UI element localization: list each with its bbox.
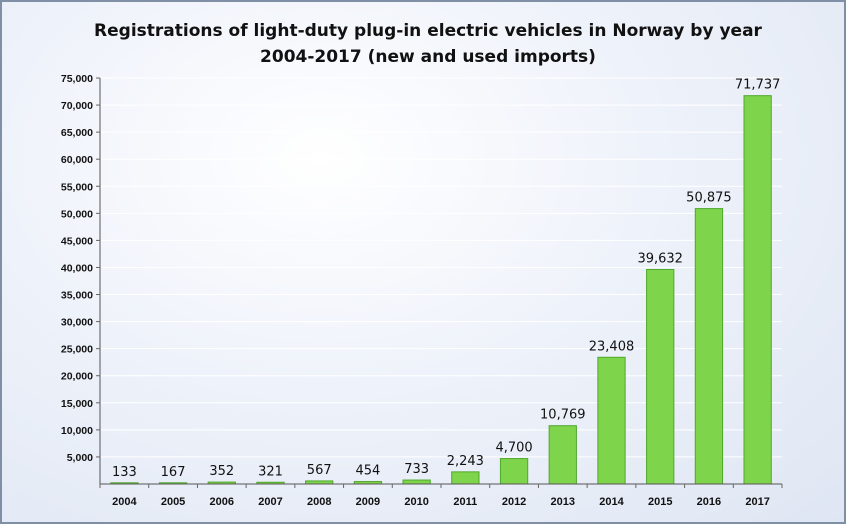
data-label-2007: 321 <box>258 464 283 479</box>
x-tick-label-2012: 2012 <box>502 496 526 508</box>
data-label-2016: 50,875 <box>686 191 732 206</box>
y-tick-label: 10,000 <box>61 425 93 437</box>
y-tick-label: 55,000 <box>61 181 93 193</box>
x-tick-label-2005: 2005 <box>161 496 185 508</box>
y-tick-label: 45,000 <box>61 235 93 247</box>
bars <box>110 95 772 485</box>
y-tick-label: 40,000 <box>61 262 93 274</box>
y-tick-label: 25,000 <box>61 344 93 356</box>
x-tick-label-2007: 2007 <box>258 496 282 508</box>
data-label-2004: 133 <box>112 465 137 480</box>
gridlines <box>100 77 782 458</box>
x-tick-label-2009: 2009 <box>356 496 380 508</box>
axes <box>96 77 783 488</box>
data-label-2012: 4,700 <box>495 441 532 456</box>
chart-title-line-2: 2004-2017 (new and used imports) <box>260 47 596 67</box>
data-label-2014: 23,408 <box>589 339 635 354</box>
y-tick-label: 35,000 <box>61 290 93 302</box>
x-tick-label-2015: 2015 <box>648 496 672 508</box>
bar-2016 <box>694 208 724 485</box>
x-tick-label-2017: 2017 <box>745 496 769 508</box>
y-tick-label: 75,000 <box>61 73 93 85</box>
x-tick-label-2016: 2016 <box>697 496 721 508</box>
data-label-2017: 71,737 <box>735 78 781 93</box>
data-label-2010: 733 <box>404 462 429 477</box>
y-tick-label: 20,000 <box>61 371 93 383</box>
y-tick-label: 30,000 <box>61 317 93 329</box>
data-label-2011: 2,243 <box>447 454 484 469</box>
x-tick-label-2013: 2013 <box>551 496 575 508</box>
bar-2010 <box>402 479 431 485</box>
y-tick-label: 5,000 <box>67 452 93 464</box>
x-tick-label-2004: 2004 <box>112 496 137 508</box>
data-label-2005: 167 <box>161 465 186 480</box>
data-label-2009: 454 <box>356 464 381 479</box>
bar-2015 <box>646 268 675 485</box>
bar-2012 <box>499 458 529 485</box>
y-tick-label: 50,000 <box>61 208 93 220</box>
y-tick-label: 60,000 <box>61 154 93 166</box>
x-tick-label-2008: 2008 <box>307 496 331 508</box>
x-tick-label-2014: 2014 <box>599 496 624 508</box>
x-tick-label-2010: 2010 <box>404 496 428 508</box>
labels: 5,000 10,000 15,000 20,000 25,000 30,000 35,00… <box>61 73 781 508</box>
data-label-2008: 567 <box>307 463 332 478</box>
chart-title-line-1: Registrations of light-duty plug-in elec… <box>94 21 763 41</box>
bar-2013 <box>548 425 577 485</box>
x-tick-label-2006: 2006 <box>210 496 234 508</box>
data-label-2015: 39,632 <box>637 251 683 266</box>
data-label-2006: 352 <box>209 464 234 479</box>
bar-2017 <box>743 95 772 485</box>
y-tick-label: 65,000 <box>61 127 93 139</box>
bar-2011 <box>451 471 480 485</box>
bar-2014 <box>597 356 626 485</box>
y-tick-label: 15,000 <box>61 398 93 410</box>
data-label-2013: 10,769 <box>540 408 586 423</box>
x-tick-label-2011: 2011 <box>453 496 477 508</box>
y-tick-label: 70,000 <box>61 100 93 112</box>
